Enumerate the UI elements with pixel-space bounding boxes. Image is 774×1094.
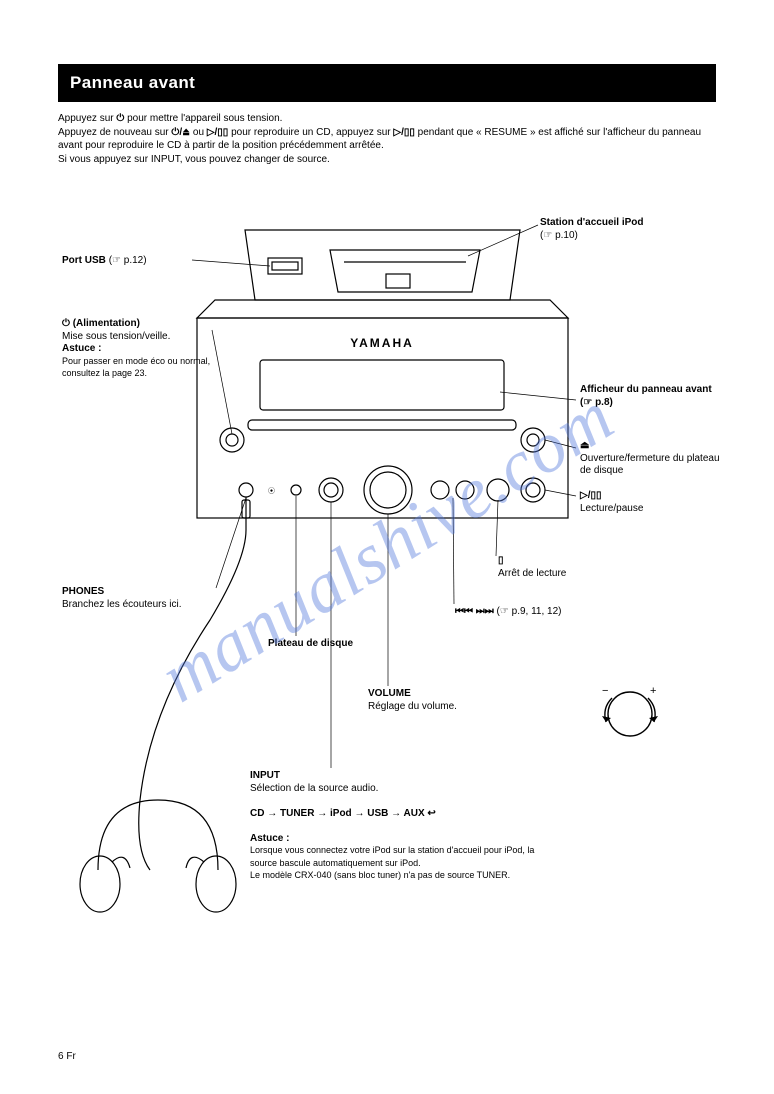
svg-text:YAMAHA: YAMAHA [350,336,414,350]
svg-text:⦿: ⦿ [268,487,275,495]
plus-icon: + [650,685,656,697]
manual-page: { "page_number": "6", "watermark": "manu… [0,0,774,1094]
device-diagram: YAMAHA ⦿ [0,0,774,1094]
minus-icon: − [602,685,608,697]
page-number: 6 Fr [58,1051,76,1062]
